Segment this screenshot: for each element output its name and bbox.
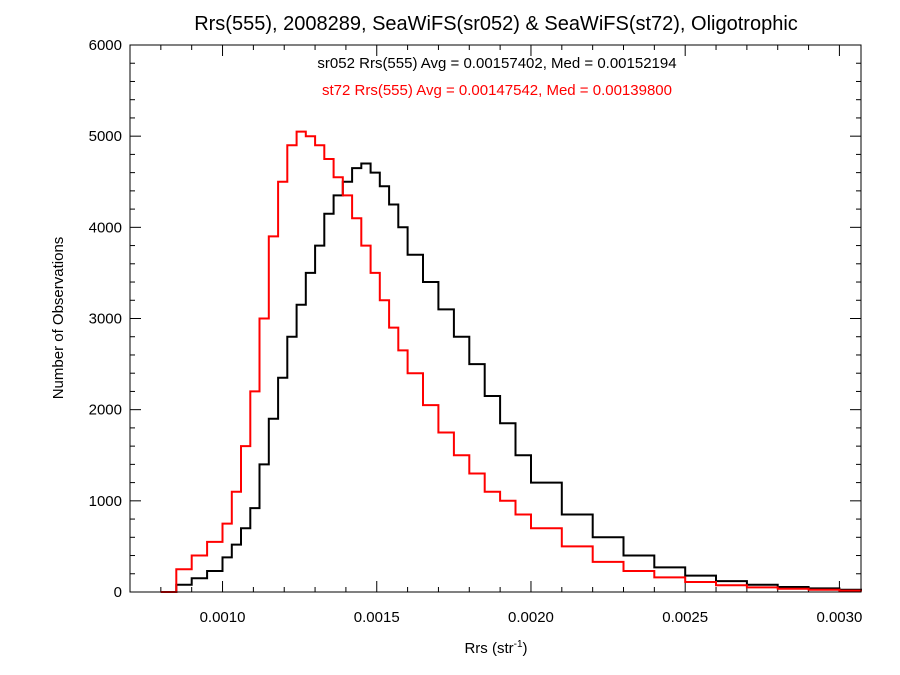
annotation-sr052: sr052 Rrs(555) Avg = 0.00157402, Med = 0… — [317, 55, 676, 72]
y-tick-label: 1000 — [89, 493, 122, 510]
y-tick-label: 4000 — [89, 219, 122, 236]
x-tick-label: 0.0010 — [200, 609, 246, 626]
x-axis-label: Rrs (str-1) — [464, 639, 527, 657]
x-tick-label: 0.0015 — [354, 609, 400, 626]
series-line-st72 — [160, 130, 862, 593]
y-tick-label: 2000 — [89, 402, 122, 419]
x-axis-label-main: Rrs (str — [464, 640, 513, 657]
y-tick-label: 0 — [114, 584, 122, 601]
chart-title: Rrs(555), 2008289, SeaWiFS(sr052) & SeaW… — [194, 13, 798, 35]
y-tick-label: 6000 — [89, 37, 122, 54]
x-tick-label: 0.0020 — [508, 609, 554, 626]
y-tick-label: 3000 — [89, 311, 122, 328]
x-axis-label-close: ) — [523, 640, 528, 657]
x-tick-label: 0.0030 — [816, 609, 862, 626]
axis-ticks: 0.0010 0.0015 0.0020 0.0025 0.0030 0 1000 2000 3… — [89, 37, 863, 626]
plot-frame — [129, 44, 862, 593]
x-axis-label-superscript: -1 — [514, 639, 523, 650]
series-layer — [160, 130, 862, 593]
series-line-sr052 — [160, 162, 862, 593]
x-tick-label: 0.0025 — [662, 609, 708, 626]
y-tick-label: 5000 — [89, 128, 122, 145]
y-axis-label: Number of Observations — [50, 237, 67, 400]
annotation-st72: st72 Rrs(555) Avg = 0.00147542, Med = 0.… — [322, 82, 672, 99]
